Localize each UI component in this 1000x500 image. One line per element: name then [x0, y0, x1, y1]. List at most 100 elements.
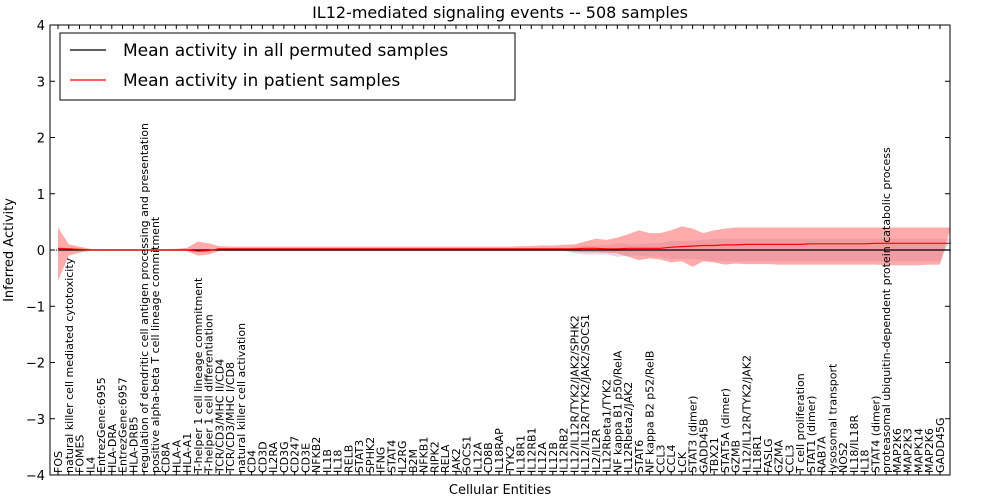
x-tick-label: IL18RAP	[493, 428, 506, 473]
x-tick-label: MAPK14	[913, 428, 926, 473]
band-patient	[58, 226, 951, 281]
x-tick-label: positive alpha-beta T cell lineage commi…	[149, 216, 162, 473]
x-tick-label: FOMES	[74, 435, 87, 473]
legend-label-permuted: Mean activity in all permuted samples	[123, 41, 448, 61]
legend: Mean activity in all permuted samples Me…	[59, 32, 516, 101]
x-tick-label: IL2RG	[396, 440, 409, 473]
y-tick-label: −4	[26, 469, 45, 484]
x-tick-label: TYK2	[504, 445, 517, 474]
x-tick-label: FOS	[52, 451, 65, 473]
y-axis-ticks: −4 −3 −2 −1 0 1 2 3 4	[26, 19, 950, 484]
x-tick-label: FASLG	[762, 439, 775, 473]
x-tick-label: T-helper 1 cell differentiation	[203, 314, 216, 474]
x-tick-label: CCL3	[783, 445, 796, 474]
x-tick-label: NF kappa B2 p52/RelB	[644, 351, 657, 473]
x-tick-label: GADD45B	[697, 418, 710, 473]
x-tick-label: STAT6	[633, 440, 646, 473]
x-tick-label: TBX21	[708, 437, 721, 474]
x-tick-label: STAT3	[353, 440, 366, 473]
x-axis-label: Cellular Entities	[449, 483, 551, 498]
y-tick-label: 0	[37, 244, 45, 259]
y-axis-label: Inferred Activity	[2, 198, 17, 302]
x-tick-label: regulation of dendritic cell antigen pro…	[138, 123, 151, 473]
x-tick-label: IL12/IL12R/TYK2/JAK2	[740, 355, 753, 473]
x-tick-label: MAP2K3	[902, 428, 915, 473]
x-tick-label: MAP2K6	[891, 428, 904, 473]
x-tick-label: GZMB	[730, 440, 743, 473]
y-tick-label: 3	[37, 75, 45, 90]
x-tick-label: NOS2	[837, 442, 850, 473]
x-tick-label: HLA-A	[170, 439, 183, 473]
y-tick-label: −2	[26, 357, 45, 372]
x-tick-label: CD8B	[482, 442, 495, 473]
x-tick-label: STAT4 (dimer)	[870, 396, 883, 473]
x-tick-label: IL1B	[321, 449, 334, 473]
x-tick-label: IL12A	[536, 442, 549, 473]
x-tick-label: SPHK2	[364, 437, 377, 473]
x-tick-label: natural killer cell activation	[235, 323, 248, 473]
x-tick-label: IL4	[84, 457, 97, 473]
x-tick-label: RELB	[342, 445, 355, 473]
x-tick-label: IL12/IL12R/TYK2/JAK2/SOCS1	[579, 314, 592, 473]
x-tick-label: LCK	[676, 451, 689, 473]
x-tick-label: RAB7A	[816, 436, 829, 473]
x-tick-label: CCL4	[665, 445, 678, 474]
y-tick-label: 4	[37, 19, 45, 34]
x-tick-label: CD3G	[278, 441, 291, 473]
x-tick-label: CD4	[246, 450, 259, 473]
x-tick-label: proteasomal ubiquitin-dependent protein …	[880, 147, 893, 473]
x-tick-label: CCL3	[654, 445, 667, 474]
x-tick-label: SOCS1	[461, 436, 474, 473]
x-tick-label: STAT1 (dimer)	[805, 396, 818, 473]
x-tick-label: EntrezGene:6955	[95, 377, 108, 473]
y-tick-label: −3	[26, 413, 45, 428]
legend-label-patient: Mean activity in patient samples	[123, 71, 400, 91]
x-tick-label: NFKB2	[310, 437, 323, 473]
x-tick-label: IL12/IL12R/TYK2/JAK2/SPHK2	[568, 315, 581, 473]
x-tick-label: MAP2K6	[923, 428, 936, 473]
x-tick-label: IL12B	[547, 442, 560, 473]
x-tick-label: IL12A	[472, 442, 485, 473]
x-tick-label: CD3E	[299, 443, 312, 473]
x-tick-label: IL12Rbeta2/JAK2	[622, 382, 635, 473]
x-tick-label: IL2RA	[267, 441, 280, 473]
chart-title: IL12-mediated signaling events -- 508 sa…	[312, 3, 688, 22]
x-tick-label: STAT3 (dimer)	[687, 396, 700, 473]
x-tick-label: IL18R1	[515, 435, 528, 473]
x-tick-label: CD3D	[256, 441, 269, 473]
x-tick-label: RELA	[439, 444, 452, 473]
x-tick-label: IFNG	[375, 447, 388, 473]
x-tick-label: TCR/CD3/MHC I/CD8	[224, 362, 237, 474]
x-tick-label: HLA-DRA	[106, 423, 119, 473]
x-tick-label: T-helper 1 cell lineage commitment	[192, 277, 205, 474]
x-tick-label: STAT5A (dimer)	[719, 388, 732, 473]
x-tick-label: HLA-DRB5	[127, 416, 140, 473]
x-tick-label: T cell proliferation	[794, 373, 807, 474]
x-tick-label: natural killer cell mediated cytotoxicit…	[63, 257, 76, 473]
y-tick-label: 1	[37, 188, 45, 203]
x-tick-label: CD247	[289, 436, 302, 473]
x-tick-label: EntrezGene:6957	[117, 377, 130, 473]
x-tick-label: IL12Rbeta1/TYK2	[601, 379, 614, 473]
x-tick-label: GADD45G	[934, 417, 947, 473]
x-tick-label: IL12RB1	[525, 427, 538, 473]
x-tick-label: HLA-A1	[181, 433, 194, 473]
x-tick-label: IL18/IL18R	[848, 415, 861, 473]
x-tick-label: STAT4	[385, 440, 398, 473]
x-tick-label: IL2/IL2R	[590, 429, 603, 473]
series-lines	[57, 242, 951, 252]
x-axis-ticks	[57, 25, 941, 475]
legend-box	[59, 32, 516, 101]
x-tick-label: GZMA	[773, 439, 786, 473]
x-tick-label: IL18R1	[751, 435, 764, 473]
x-tick-label: B2M	[407, 449, 420, 473]
x-tick-label: RIPK2	[429, 441, 442, 473]
y-tick-label: −1	[26, 300, 45, 315]
x-tick-label: NF kappa B1 p50/RelA	[611, 350, 624, 473]
series-line-patient	[57, 242, 951, 252]
x-tick-label: IL18	[859, 450, 872, 473]
x-tick-label: NFKB1	[418, 437, 431, 473]
x-tick-label: TCR/CD3/MHC II/CD4	[213, 359, 226, 474]
